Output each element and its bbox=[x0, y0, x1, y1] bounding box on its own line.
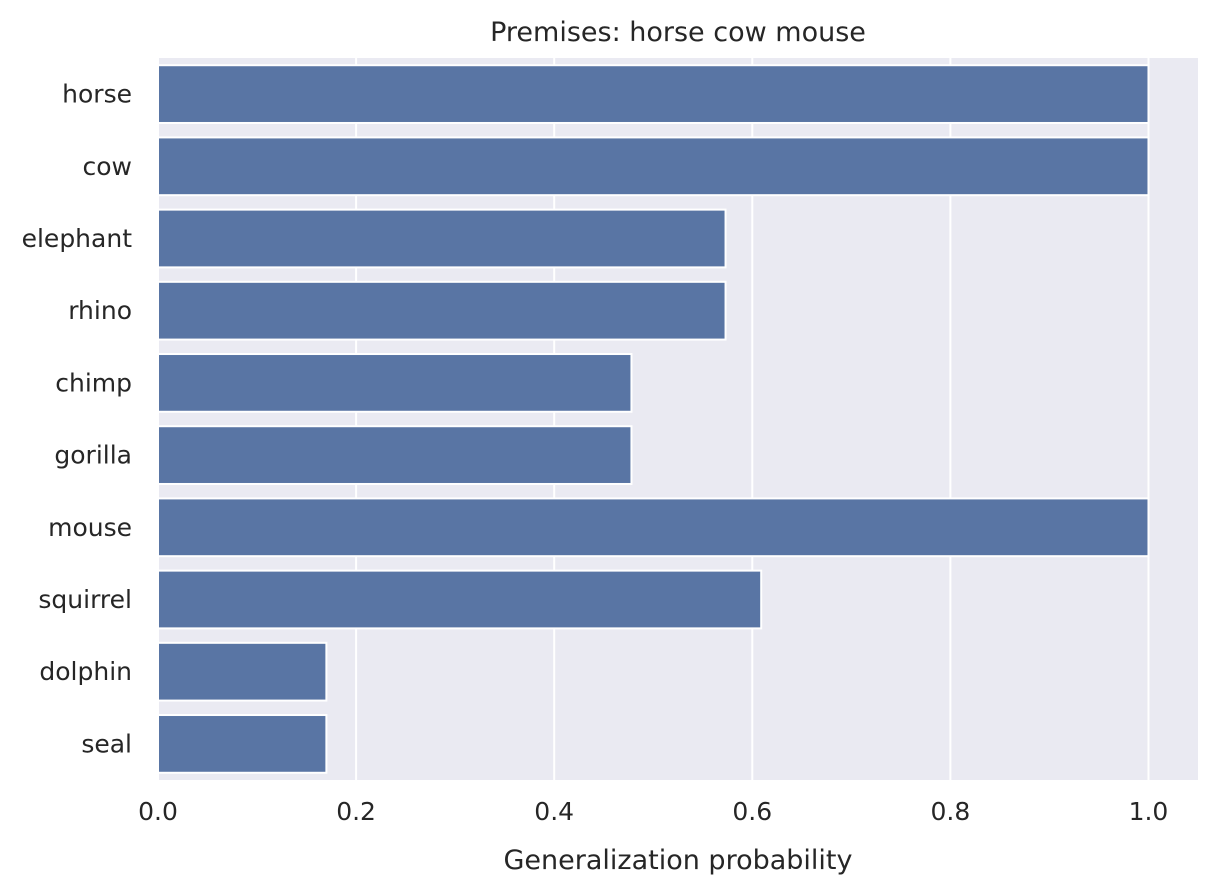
x-axis-title: Generalization probability bbox=[504, 845, 853, 876]
bar-elephant bbox=[157, 208, 727, 269]
y-tick-labels: horse cow elephant rhino chimp gorilla mouse sq… bbox=[22, 80, 133, 759]
bar-chimp bbox=[157, 353, 633, 413]
y-tick-label-cow: cow bbox=[83, 152, 133, 181]
y-tick-label-horse: horse bbox=[62, 80, 132, 109]
bar-horse bbox=[157, 64, 1150, 124]
y-tick-label-mouse: mouse bbox=[48, 513, 132, 542]
x-tick-label: 1.0 bbox=[1129, 797, 1169, 826]
bar-cow bbox=[157, 136, 1150, 197]
bar-squirrel bbox=[157, 569, 763, 630]
bar-dolphin bbox=[157, 641, 328, 702]
bar-seal bbox=[157, 714, 328, 774]
x-tick-label: 0.6 bbox=[732, 797, 772, 826]
bars bbox=[157, 64, 1150, 774]
chart-title: Premises: horse cow mouse bbox=[490, 17, 866, 48]
bar-rhino bbox=[157, 280, 727, 341]
y-tick-label-elephant: elephant bbox=[22, 224, 133, 253]
x-tick-label: 0.2 bbox=[336, 797, 376, 826]
x-tick-label: 0.0 bbox=[138, 797, 178, 826]
x-tick-label: 0.4 bbox=[534, 797, 574, 826]
bar-gorilla bbox=[157, 425, 633, 485]
y-tick-label-gorilla: gorilla bbox=[54, 441, 132, 470]
y-tick-label-rhino: rhino bbox=[68, 296, 132, 325]
x-tick-label: 0.8 bbox=[930, 797, 970, 826]
y-tick-label-chimp: chimp bbox=[55, 368, 132, 397]
y-tick-label-seal: seal bbox=[81, 729, 132, 758]
y-tick-label-squirrel: squirrel bbox=[38, 585, 132, 614]
y-tick-label-dolphin: dolphin bbox=[39, 657, 132, 686]
bar-mouse bbox=[157, 497, 1150, 558]
x-tick-labels: 0.0 0.2 0.4 0.6 0.8 1.0 bbox=[138, 797, 1168, 826]
